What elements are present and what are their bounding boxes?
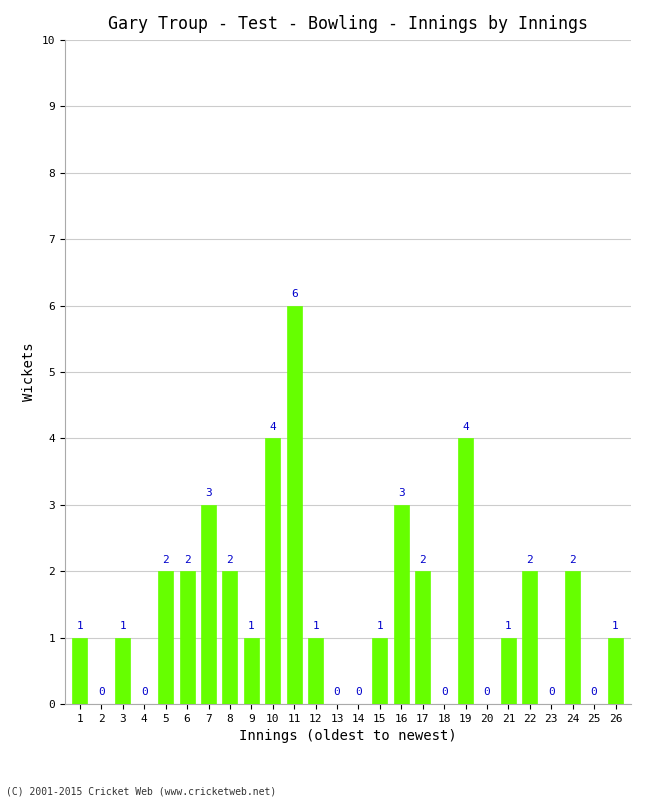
Text: 0: 0 [141,687,148,698]
Text: 1: 1 [312,621,319,631]
Text: 2: 2 [162,554,169,565]
Text: 3: 3 [398,488,405,498]
Text: 2: 2 [526,554,533,565]
Bar [608,638,623,704]
Text: 1: 1 [376,621,384,631]
Text: 0: 0 [98,687,105,698]
Text: 0: 0 [591,687,597,698]
Bar [372,638,387,704]
Text: 4: 4 [462,422,469,432]
Text: 1: 1 [248,621,255,631]
Bar [73,638,88,704]
Text: 0: 0 [441,687,447,698]
Bar [501,638,516,704]
Bar [244,638,259,704]
Text: (C) 2001-2015 Cricket Web (www.cricketweb.net): (C) 2001-2015 Cricket Web (www.cricketwe… [6,786,277,796]
Bar [158,571,173,704]
Text: 2: 2 [569,554,576,565]
Bar [565,571,580,704]
Text: 1: 1 [120,621,126,631]
Bar [265,438,280,704]
Bar [179,571,194,704]
Bar [415,571,430,704]
Text: 4: 4 [269,422,276,432]
Text: 3: 3 [205,488,212,498]
Bar [222,571,237,704]
Text: 2: 2 [184,554,190,565]
Title: Gary Troup - Test - Bowling - Innings by Innings: Gary Troup - Test - Bowling - Innings by… [108,15,588,33]
Y-axis label: Wickets: Wickets [22,342,36,402]
Text: 2: 2 [419,554,426,565]
Bar [287,306,302,704]
Bar [308,638,323,704]
Text: 1: 1 [505,621,512,631]
Text: 0: 0 [484,687,490,698]
Text: 1: 1 [77,621,83,631]
Text: 1: 1 [612,621,619,631]
Text: 2: 2 [227,554,233,565]
Text: 0: 0 [333,687,341,698]
Text: 0: 0 [548,687,554,698]
Text: 0: 0 [355,687,362,698]
Bar [394,505,409,704]
Bar [115,638,131,704]
Bar [523,571,538,704]
Text: 6: 6 [291,289,298,299]
Bar [458,438,473,704]
X-axis label: Innings (oldest to newest): Innings (oldest to newest) [239,730,456,743]
Bar [201,505,216,704]
